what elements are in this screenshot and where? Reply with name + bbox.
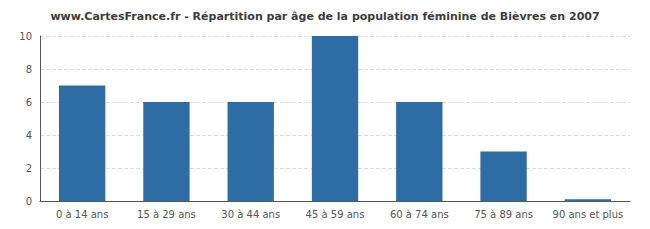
- svg-text:90 ans et plus: 90 ans et plus: [553, 209, 624, 220]
- svg-text:4: 4: [26, 130, 32, 141]
- svg-text:0: 0: [26, 196, 32, 207]
- svg-text:30 à 44 ans: 30 à 44 ans: [221, 209, 280, 220]
- svg-text:45 à 59 ans: 45 à 59 ans: [306, 209, 365, 220]
- svg-text:www.CartesFrance.fr - Répartit: www.CartesFrance.fr - Répartition par âg…: [50, 10, 599, 23]
- svg-text:0 à 14 ans: 0 à 14 ans: [56, 209, 108, 220]
- svg-text:10: 10: [19, 31, 32, 42]
- svg-text:6: 6: [26, 97, 32, 108]
- svg-text:2: 2: [26, 163, 32, 174]
- svg-text:15 à 29 ans: 15 à 29 ans: [137, 209, 196, 220]
- svg-text:75 à 89 ans: 75 à 89 ans: [474, 209, 533, 220]
- svg-text:8: 8: [26, 64, 32, 75]
- svg-text:60 à 74 ans: 60 à 74 ans: [390, 209, 449, 220]
